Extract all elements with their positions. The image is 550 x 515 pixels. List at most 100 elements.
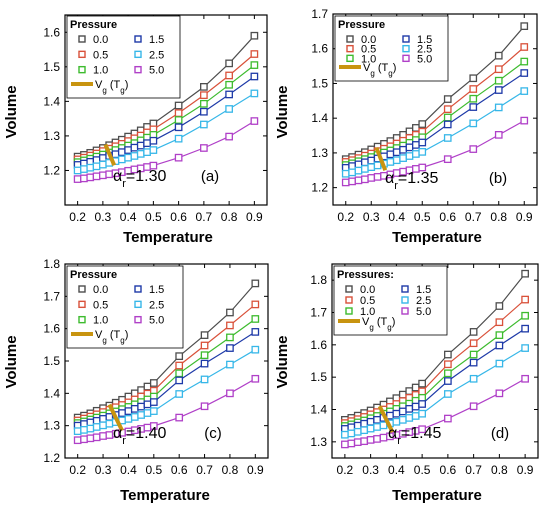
data-point (373, 423, 381, 431)
data-point (136, 150, 145, 158)
data-point (200, 144, 208, 152)
y-axis-label: Volume (274, 85, 291, 138)
data-point (226, 344, 234, 352)
data-point (251, 315, 260, 323)
y-tick-label: 1.7 (311, 7, 328, 21)
data-point (250, 72, 259, 81)
legend-entry: 2.5 (149, 299, 164, 311)
data-point (341, 430, 349, 439)
legend-entry: 1.0 (361, 53, 376, 65)
data-point (175, 352, 184, 361)
data-point (143, 148, 151, 156)
y-tick-label: 1.3 (43, 129, 60, 143)
data-point (354, 160, 363, 169)
data-point (418, 387, 426, 396)
y-tick-label: 1.5 (43, 60, 60, 74)
y-tick-label: 1.3 (311, 146, 328, 160)
legend-entry: 1.0 (93, 315, 108, 327)
y-tick-label: 1.3 (310, 435, 327, 449)
data-point (495, 331, 504, 339)
x-tick-label: 0.6 (439, 210, 456, 224)
x-tick-label: 0.7 (196, 210, 213, 224)
legend-marker (134, 35, 142, 43)
data-point (443, 105, 452, 114)
legend-entry: 1.5 (417, 34, 432, 46)
data-point (405, 414, 414, 422)
data-point (353, 427, 362, 436)
data-point (494, 65, 503, 74)
data-point (92, 423, 101, 431)
data-point (174, 134, 183, 143)
data-point (92, 416, 101, 425)
data-point (80, 435, 88, 444)
data-point (143, 382, 152, 391)
data-point (175, 413, 184, 422)
data-point (86, 163, 95, 172)
legend-box (334, 15, 449, 82)
y-tick-label: 1.2 (43, 163, 60, 177)
data-point (250, 117, 259, 125)
data-point (520, 22, 529, 31)
vg-tg-line (103, 143, 117, 167)
x-tick-label: 0.9 (516, 210, 533, 224)
legend-marker (402, 35, 410, 43)
data-point (386, 150, 395, 159)
x-tick-label: 0.5 (145, 210, 162, 224)
data-point (86, 424, 95, 433)
legend-vg-label: Vg (Tg) (363, 62, 396, 78)
data-point (398, 407, 407, 416)
data-point (251, 374, 260, 383)
data-point (117, 148, 126, 156)
data-point (175, 376, 184, 385)
data-point (250, 61, 259, 69)
legend-entry: 0.5 (93, 49, 108, 61)
data-point (99, 171, 107, 180)
data-point (73, 166, 82, 175)
x-tick-label: 0.7 (465, 210, 482, 224)
x-tick-label: 0.2 (69, 463, 86, 477)
data-point (105, 419, 114, 428)
data-point (444, 360, 452, 369)
legend-entry: 0.0 (360, 284, 375, 296)
data-point (469, 145, 478, 153)
data-point (341, 440, 349, 449)
legend-marker (345, 285, 353, 293)
y-tick-label: 1.4 (311, 111, 328, 125)
legend-entry: 0.5 (361, 44, 376, 56)
legend-marker (345, 307, 353, 315)
x-tick-label: 0.7 (196, 463, 213, 477)
legend-marker (134, 300, 142, 309)
data-point (174, 101, 183, 110)
data-point (399, 154, 407, 162)
data-point (73, 436, 82, 445)
legend-title: Pressure (70, 19, 117, 31)
data-point (405, 405, 414, 413)
data-point (494, 76, 503, 85)
data-point (520, 69, 529, 77)
data-point (412, 150, 420, 158)
data-point (200, 359, 209, 368)
data-point (469, 119, 478, 128)
legend-box (66, 265, 184, 349)
data-point (444, 377, 452, 385)
data-point (469, 374, 478, 383)
data-point (130, 143, 139, 152)
alpha-annotation: αr=1.35 (385, 170, 439, 192)
data-point (392, 409, 401, 418)
data-point (130, 413, 139, 421)
y-tick-label: 1.2 (311, 181, 328, 195)
data-point (200, 331, 209, 339)
x-tick-label: 0.2 (337, 210, 354, 224)
legend-entry: 1.5 (149, 284, 164, 296)
data-point (175, 369, 184, 378)
data-point (130, 152, 139, 160)
vg-tg-line (374, 146, 388, 172)
data-point (367, 163, 376, 171)
data-point (105, 170, 114, 179)
data-point (200, 83, 208, 91)
data-point (124, 415, 133, 423)
data-point (99, 415, 107, 423)
data-point (124, 153, 132, 162)
data-point (361, 158, 369, 167)
data-point (251, 279, 260, 288)
